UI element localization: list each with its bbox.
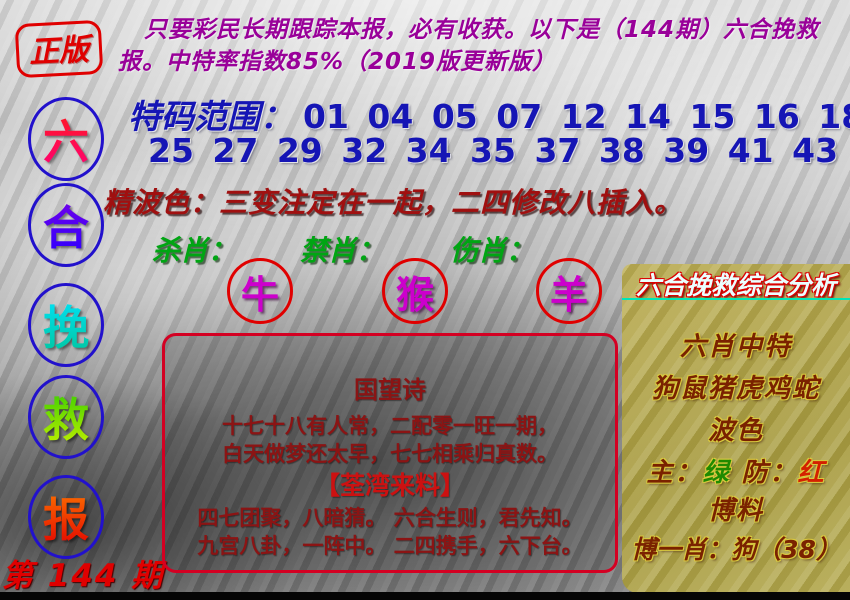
bottom-black-bar — [0, 592, 850, 600]
wave-guard-value: 红 — [797, 458, 826, 488]
forbid-zodiac-animal: 猴 — [395, 272, 434, 317]
hurt-zodiac-animal: 羊 — [549, 272, 588, 317]
wave-color-tip: 精波色：三变注定在一起，二四修改八插入。 — [103, 186, 684, 219]
wave-color-label: 波色 — [707, 416, 764, 446]
masthead-char-circle-2: 合 — [28, 183, 104, 267]
wave-color-values: 主：绿 防：红 — [622, 452, 850, 489]
masthead-char-circle-5: 报 — [28, 475, 104, 559]
header-line2: 报。中特率指数85%（2019版更新版） — [118, 49, 557, 75]
six-zodiac-label: 六肖中特 — [679, 332, 792, 362]
masthead-char-circle-1: 六 — [28, 97, 104, 181]
special-range-line1: 特码范围： 01 04 05 07 12 14 15 16 18 23 24 — [128, 90, 850, 138]
poem-line-2: 白天做梦还太早，七七相乘归真数。 — [222, 442, 558, 466]
masthead-char-circle-3: 挽 — [28, 283, 104, 367]
analysis-title-divider — [622, 298, 850, 300]
poem-subtitle: 【荃湾来料】 — [314, 471, 465, 500]
poem-line-3: 四七团聚，八暗猜。 六合生则，君先知。 — [197, 506, 583, 530]
wave-main-value: 绿 — [702, 458, 731, 488]
forbid-zodiac-circle: 猴 — [382, 258, 448, 324]
hurt-zodiac-label: 伤肖： — [450, 234, 535, 267]
forbid-zodiac-label: 禁肖： — [300, 234, 385, 267]
kill-zodiac-animal: 牛 — [240, 272, 279, 317]
hurt-zodiac-circle: 羊 — [536, 258, 602, 324]
genuine-stamp: 正版 — [14, 19, 104, 79]
analysis-panel-title: 六合挽救综合分析 — [635, 271, 836, 300]
special-range-numbers-2: 25 27 29 32 34 35 37 38 39 41 43 46 47 4… — [148, 131, 850, 170]
special-range-line2: 25 27 29 32 34 35 37 38 39 41 43 46 47 4… — [148, 131, 850, 170]
special-range-label: 特码范围： — [128, 97, 293, 136]
poem-line-1: 十七十八有人常，二配零一旺一期， — [222, 414, 558, 438]
kill-zodiac-circle: 牛 — [227, 258, 293, 324]
issue-number: 第 144 期 — [2, 558, 165, 594]
wave-guard-label: 防： — [741, 458, 798, 488]
masthead-char-4: 救 — [43, 384, 89, 450]
poem-title: 国望诗 — [354, 376, 426, 404]
wave-main-label: 主： — [646, 458, 703, 488]
kill-zodiac-label: 杀肖： — [152, 234, 237, 267]
masthead-char-5: 报 — [43, 484, 89, 550]
masthead-char-circle-4: 救 — [28, 375, 104, 459]
masthead-char-2: 合 — [43, 192, 89, 258]
single-zodiac-pick: 博一肖：狗（38） — [631, 535, 841, 564]
analysis-panel: 六合挽救综合分析 六肖中特 狗鼠猪虎鸡蛇 波色 主：绿 防：红 博料 博一肖：狗… — [622, 264, 850, 593]
six-zodiac-animals: 狗鼠猪虎鸡蛇 — [651, 374, 820, 404]
masthead-char-3: 挽 — [43, 292, 89, 358]
special-range-numbers-1: 01 04 05 07 12 14 15 16 18 23 24 — [303, 97, 850, 136]
masthead-char-1: 六 — [43, 106, 89, 172]
header-line1: 只要彩民长期跟踪本报，必有收获。以下是（144期）六合挽救 — [144, 17, 820, 43]
poem-box: 国望诗 十七十八有人常，二配零一旺一期， 白天做梦还太早，七七相乘归真数。 【荃… — [162, 333, 618, 573]
poem-line-4: 九宫八卦，一阵中。 二四携手，六下台。 — [197, 534, 583, 558]
bet-tip-label: 博料 — [707, 496, 764, 526]
